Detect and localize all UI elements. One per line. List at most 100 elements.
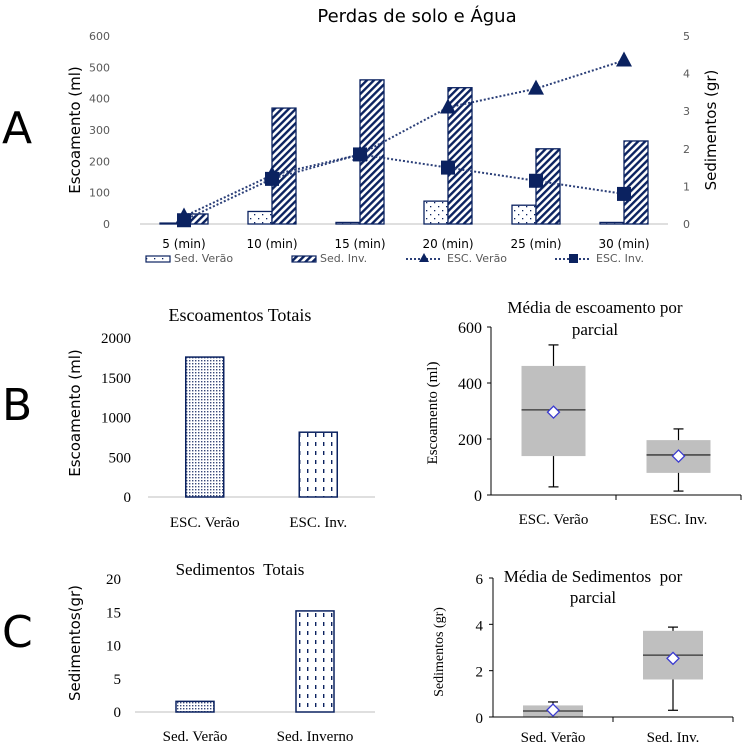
bar-sed-ver-o [511,204,537,225]
x-tick-label: Sed. Verão [163,729,228,743]
y-tick-label: 2 [476,665,484,681]
bar-sed-inv [271,107,297,225]
point-esc-ver-o [440,98,456,114]
mean-marker [666,651,680,666]
chart-c-right-title-line2: parcial [570,588,617,607]
chart-c-right-title-line1: Média de Sedimentos por [504,567,683,586]
chart-b-right-ylabel: Escoamento (ml) [425,362,441,465]
chart-b-right: 0 200 400 600 ESC. Verão ESC. Inv. [458,320,742,528]
x-tick-label: ESC. Verão [519,512,589,528]
point-esc-inv [177,213,191,228]
chart-c-left: 0 5 10 15 20 Sed. Verão Sed. Inverno [106,572,375,743]
bar-sed-ver-o [247,210,273,225]
chart-c-left-ylabel: Sedimentos(gr) [66,585,84,701]
legend-marker-square [569,254,578,263]
y-tick-label: 100 [89,187,110,200]
box-sed-inv [643,626,703,711]
chart-a-title: Perdas de solo e Água [317,5,516,27]
bar-esc-ver-o [185,356,225,498]
y2-tick-label: 3 [683,105,690,118]
line-esc-ver-o [183,59,625,218]
chart-a-y2label: Sedimentos (gr) [702,70,720,191]
legend: Sed. Verão Sed. Inv. ESC. Verão ESC. Inv. [145,252,644,265]
legend-label: Sed. Inv. [320,252,367,265]
chart-b-right-title-line1: Média de escoamento por [507,298,682,317]
chart-b-right-title-line2: parcial [572,320,619,339]
bar-sed-ver-o [335,221,361,225]
y-tick-label: 200 [458,432,482,449]
x-tick-label: Sed. Inv. [647,730,700,743]
y-tick-label: 4 [476,618,484,634]
x-tick-label: 15 (min) [334,237,385,251]
point-esc-inv [353,147,367,162]
y-tick-label: 1500 [101,371,131,387]
y-tick-label: 10 [106,639,121,655]
x-tick-label: 30 (min) [598,237,649,251]
point-esc-ver-o [528,79,544,95]
x-tick-label: ESC. Inv. [650,512,708,528]
chart-c-right: 0 2 4 6 Sed. Verão Sed. Inv. [476,572,734,743]
y-tick-label: 20 [106,572,121,588]
panel-letter-a: A [2,103,32,154]
y-tick-label: 6 [476,572,484,588]
y-tick-label: 400 [458,376,482,393]
y-tick-label: 0 [124,490,132,506]
y-tick-label: 600 [458,320,482,337]
x-tick-label: 5 (min) [162,237,205,251]
bar-sed-ver-o [423,200,449,225]
y-tick-label: 1000 [101,411,131,427]
y-tick-label: 600 [89,30,110,43]
y2-tick-label: 5 [683,30,690,43]
x-tick-label: 20 (min) [422,237,473,251]
chart-c-right-ylabel: Sedimentos (gr) [432,607,447,697]
panel-letter-b: B [2,380,32,431]
y-tick-label: 500 [89,61,110,74]
mean-marker [546,703,560,717]
x-tick-label: ESC. Verão [170,515,240,531]
chart-a: 0 100 200 300 400 500 600 0 1 2 3 4 5 5 (min) 10 (min)… [89,30,690,265]
y-tick-label: 15 [106,605,121,621]
legend-label: Sed. Verão [174,252,233,265]
bar-sed-inverno [295,610,335,713]
y-tick-label: 0 [114,705,122,721]
x-tick-label: Sed. Inverno [277,729,354,743]
bar-sed-inv [623,140,649,225]
y-tick-label: 2000 [101,331,131,347]
chart-b-left-title: Escoamentos Totais [169,305,312,325]
point-esc-inv [529,173,543,188]
legend-label: ESC. Verão [447,252,507,265]
x-tick-label: Sed. Verão [521,730,586,743]
bar-sed-ver-o [599,221,625,225]
y2-tick-label: 1 [683,180,690,193]
x-tick-label: 10 (min) [246,237,297,251]
y-tick-label: 400 [89,93,110,106]
bar-sed-ver-o [175,700,215,713]
chart-c-left-title: Sedimentos Totais [176,560,305,579]
panel-letter-c: C [2,607,33,658]
legend-label: ESC. Inv. [596,252,644,265]
point-esc-inv [265,171,279,186]
point-esc-ver-o [616,51,632,67]
y2-tick-label: 2 [683,143,690,156]
y2-tick-label: 4 [683,68,690,81]
legend-swatch-sed-verao [145,255,171,263]
x-tick-label: ESC. Inv. [289,515,347,531]
mean-marker [546,405,561,420]
box-sed-ver-o [523,701,583,718]
chart-b-left-ylabel: Escoamento (ml) [66,349,84,477]
y-tick-label: 200 [89,155,110,168]
bar-esc-inv [298,431,338,498]
y-tick-label: 500 [109,450,132,466]
legend-marker-triangle [419,253,429,262]
box-esc-inv [646,428,711,492]
box-esc-ver-o [521,344,586,488]
y-tick-label: 0 [103,218,110,231]
x-tick-label: 25 (min) [510,237,561,251]
y-tick-label: 0 [474,488,482,505]
y2-tick-label: 0 [683,218,690,231]
legend-swatch-sed-inv [291,255,317,263]
y-tick-label: 0 [476,711,484,727]
line-esc-inv [183,153,625,222]
y-tick-label: 300 [89,124,110,137]
